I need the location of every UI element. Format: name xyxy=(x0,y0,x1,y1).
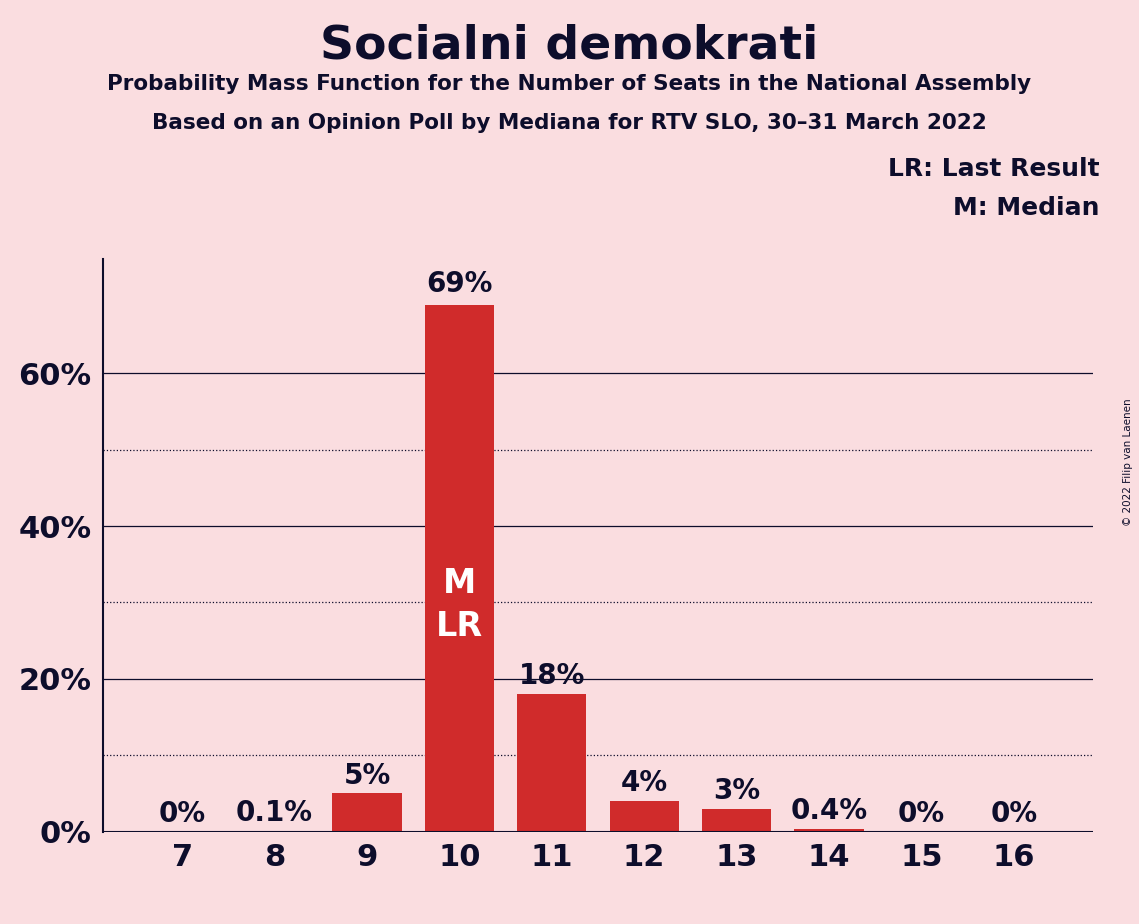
Text: 0%: 0% xyxy=(898,800,945,828)
Bar xyxy=(517,694,587,832)
Text: 0.4%: 0.4% xyxy=(790,796,868,825)
Text: 0.1%: 0.1% xyxy=(236,799,313,827)
Text: LR: Last Result: LR: Last Result xyxy=(887,157,1099,181)
Text: Probability Mass Function for the Number of Seats in the National Assembly: Probability Mass Function for the Number… xyxy=(107,74,1032,94)
Bar xyxy=(333,794,402,832)
Text: © 2022 Filip van Laenen: © 2022 Filip van Laenen xyxy=(1123,398,1133,526)
Text: 69%: 69% xyxy=(426,271,492,298)
Text: 0%: 0% xyxy=(990,800,1038,828)
Text: 3%: 3% xyxy=(713,777,760,805)
Text: M: Median: M: Median xyxy=(952,196,1099,220)
Text: 5%: 5% xyxy=(343,761,391,790)
Text: 4%: 4% xyxy=(621,769,667,797)
Text: 0%: 0% xyxy=(158,800,206,828)
Text: Based on an Opinion Poll by Mediana for RTV SLO, 30–31 March 2022: Based on an Opinion Poll by Mediana for … xyxy=(153,113,986,133)
Bar xyxy=(609,801,679,832)
Text: 18%: 18% xyxy=(518,663,585,690)
Bar xyxy=(794,829,863,832)
Bar xyxy=(425,305,494,832)
Text: Socialni demokrati: Socialni demokrati xyxy=(320,23,819,68)
Bar xyxy=(702,808,771,832)
Text: M
LR: M LR xyxy=(436,566,483,643)
